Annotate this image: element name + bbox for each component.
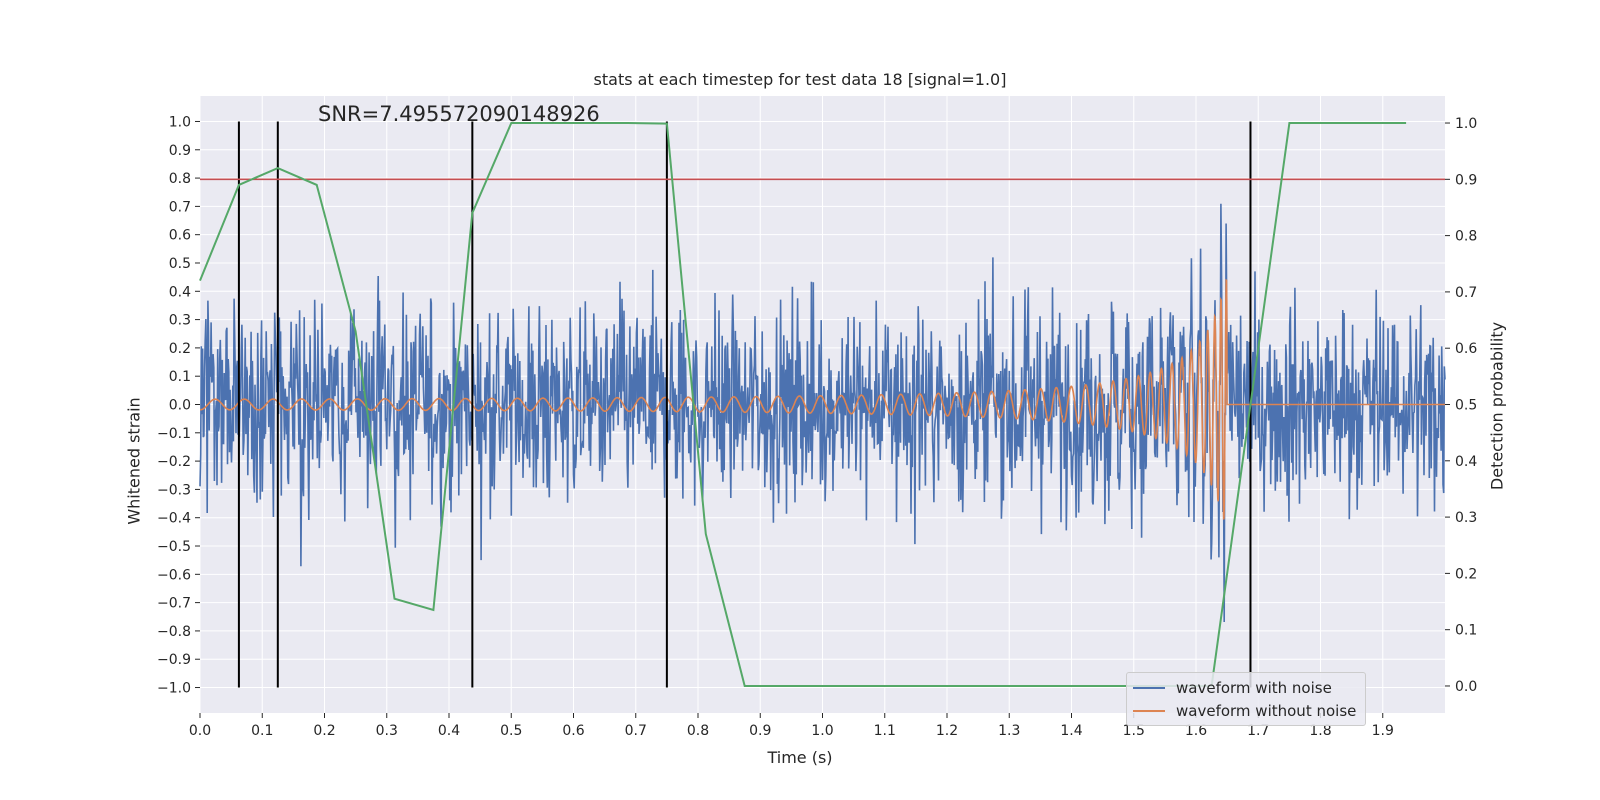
snr-annotation: SNR=7.495572090148926 [318, 102, 600, 126]
chart-title: stats at each timestep for test data 18 … [593, 70, 1007, 89]
legend-swatch [1133, 687, 1165, 689]
x-tick-label: 0.8 [687, 723, 709, 739]
left-tick-label: 0.9 [169, 143, 191, 159]
left-tick-label: −0.9 [157, 652, 191, 668]
left-tick-label: 0.6 [169, 228, 191, 244]
left-tick-label: −0.5 [157, 539, 191, 555]
x-tick-label: 1.5 [1123, 723, 1145, 739]
left-tick-label: −0.1 [157, 426, 191, 442]
right-tick-label: 0.8 [1455, 229, 1477, 245]
left-tick-label: 0.5 [169, 256, 191, 272]
left-tick-label: 0.7 [169, 199, 191, 215]
x-tick-label: 1.3 [998, 723, 1020, 739]
x-tick-label: 1.8 [1309, 723, 1331, 739]
left-tick-label: 0.3 [169, 313, 191, 329]
waveform-with-noise [199, 203, 1446, 623]
x-tick-label: 1.4 [1060, 723, 1082, 739]
legend-label: waveform with noise [1176, 679, 1332, 697]
noisy-waveform-line [199, 203, 1446, 623]
left-axis-ticks: 1.0 0.9 0.8 0.7 0.6 0.5 0.4 0.3 0.2 0.1 0.0 −0.1 −0.… [157, 114, 200, 697]
legend-label: waveform without noise [1176, 702, 1357, 720]
x-axis-label: Time (s) [767, 748, 833, 767]
x-tick-label: 0.4 [438, 723, 460, 739]
clean-waveform-line [200, 278, 1445, 520]
left-tick-label: −0.2 [157, 454, 191, 470]
x-tick-label: 1.0 [811, 723, 833, 739]
x-tick-label: 1.9 [1372, 723, 1394, 739]
legend-item: waveform without noise [1133, 700, 1356, 722]
x-tick-label: 0.0 [189, 723, 211, 739]
right-tick-label: 0.3 [1455, 510, 1477, 526]
legend-swatch [1133, 710, 1165, 712]
legend-item: waveform with noise [1133, 677, 1332, 699]
right-tick-label: 0.4 [1455, 454, 1477, 470]
left-tick-label: −0.6 [157, 567, 191, 583]
left-tick-label: 0.1 [169, 369, 191, 385]
x-tick-label: 1.6 [1185, 723, 1207, 739]
x-tick-label: 1.1 [874, 723, 896, 739]
right-tick-label: 0.5 [1455, 398, 1477, 414]
left-tick-label: −0.8 [157, 624, 191, 640]
x-tick-label: 0.9 [749, 723, 771, 739]
x-tick-label: 0.6 [562, 723, 584, 739]
left-axis-label: Whitened strain [124, 397, 144, 525]
left-tick-label: 0.8 [169, 171, 191, 187]
right-tick-label: 0.2 [1455, 566, 1477, 582]
x-axis-ticks: 0.0 0.1 0.2 0.3 0.4 0.5 0.6 0.7 0.8 0.9 1.0 1.1 1.2 1… [189, 713, 1394, 739]
right-axis-label: Detection probability [1487, 321, 1507, 491]
right-axis-ticks: 1.0 0.9 0.8 0.7 0.6 0.5 0.4 0.3 0.2 0.1 0.0 [1445, 116, 1477, 695]
legend: waveform with noise waveform without noi… [1126, 672, 1366, 726]
x-tick-label: 0.5 [500, 723, 522, 739]
left-tick-label: 0.0 [169, 398, 191, 414]
right-tick-label: 0.7 [1455, 285, 1477, 301]
right-tick-label: 1.0 [1455, 116, 1477, 132]
left-tick-label: −0.3 [157, 482, 191, 498]
x-tick-label: 0.2 [313, 723, 335, 739]
right-tick-label: 0.1 [1455, 623, 1477, 639]
left-tick-label: −0.4 [157, 511, 191, 527]
x-tick-label: 0.7 [625, 723, 647, 739]
left-tick-label: 0.4 [169, 284, 191, 300]
left-tick-label: 0.2 [169, 341, 191, 357]
x-tick-label: 1.7 [1247, 723, 1269, 739]
right-tick-label: 0.0 [1455, 679, 1477, 695]
x-tick-label: 0.1 [251, 723, 273, 739]
left-tick-label: −0.7 [157, 596, 191, 612]
waveform-without-noise [200, 278, 1445, 520]
right-tick-label: 0.9 [1455, 172, 1477, 188]
x-tick-label: 1.2 [936, 723, 958, 739]
right-tick-label: 0.6 [1455, 341, 1477, 357]
left-tick-label: −1.0 [157, 681, 191, 697]
x-tick-label: 0.3 [376, 723, 398, 739]
left-tick-label: 1.0 [169, 114, 191, 130]
